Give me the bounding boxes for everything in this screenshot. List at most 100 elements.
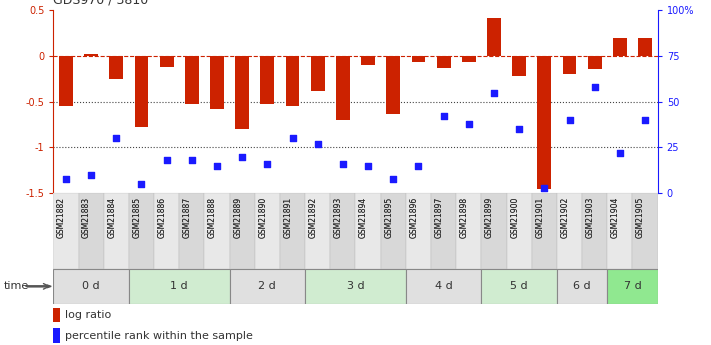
Bar <box>154 193 179 269</box>
Text: GSM21901: GSM21901 <box>535 197 545 238</box>
Point <box>85 172 97 178</box>
Text: GSM21892: GSM21892 <box>309 197 318 238</box>
Point <box>262 161 273 167</box>
Bar <box>336 56 350 120</box>
Bar <box>78 193 104 269</box>
Text: GSM21898: GSM21898 <box>460 197 469 238</box>
Text: GSM21888: GSM21888 <box>208 197 217 238</box>
Point <box>413 163 424 168</box>
Text: GSM21891: GSM21891 <box>284 197 292 238</box>
Point <box>161 158 172 163</box>
Text: GSM21888: GSM21888 <box>208 197 217 238</box>
Bar <box>104 193 129 269</box>
Point <box>488 90 500 95</box>
Bar <box>380 193 406 269</box>
Bar <box>311 56 325 91</box>
Bar <box>53 328 60 343</box>
Bar <box>462 56 476 61</box>
Text: 0 d: 0 d <box>82 282 100 291</box>
Text: GSM21897: GSM21897 <box>434 197 444 238</box>
Text: GSM21898: GSM21898 <box>460 197 469 238</box>
Text: GSM21902: GSM21902 <box>560 197 570 238</box>
Text: GSM21883: GSM21883 <box>82 197 91 238</box>
Bar <box>160 56 173 67</box>
Point <box>337 161 348 167</box>
Bar <box>84 54 98 56</box>
Bar <box>557 193 582 269</box>
Bar <box>607 269 658 304</box>
Text: GSM21899: GSM21899 <box>485 197 494 238</box>
Point <box>136 181 147 187</box>
Bar <box>406 269 481 304</box>
Point <box>438 114 449 119</box>
Point <box>513 126 525 132</box>
Bar <box>506 193 532 269</box>
Point <box>60 176 72 181</box>
Bar <box>588 56 602 69</box>
Text: GSM21900: GSM21900 <box>510 197 519 238</box>
Bar <box>235 56 249 129</box>
Bar <box>109 56 123 79</box>
Text: GSM21882: GSM21882 <box>57 197 66 238</box>
Bar <box>210 56 224 109</box>
Bar <box>286 56 299 106</box>
Text: GSM21893: GSM21893 <box>334 197 343 238</box>
Bar <box>412 56 425 61</box>
Text: GSM21886: GSM21886 <box>158 197 166 238</box>
Text: GSM21893: GSM21893 <box>334 197 343 238</box>
Bar <box>53 269 129 304</box>
Bar <box>331 193 356 269</box>
Text: GSM21884: GSM21884 <box>107 197 117 238</box>
Bar <box>305 193 331 269</box>
Bar <box>280 193 305 269</box>
Bar <box>230 193 255 269</box>
Text: GSM21887: GSM21887 <box>183 197 192 238</box>
Text: GSM21900: GSM21900 <box>510 197 519 238</box>
Bar <box>557 269 607 304</box>
Bar <box>185 56 199 104</box>
Bar <box>59 56 73 106</box>
Text: GSM21887: GSM21887 <box>183 197 192 238</box>
Bar <box>487 18 501 56</box>
Bar <box>431 193 456 269</box>
Text: GSM21904: GSM21904 <box>611 197 620 238</box>
Point <box>387 176 399 181</box>
Text: GSM21883: GSM21883 <box>82 197 91 238</box>
Text: 4 d: 4 d <box>434 282 452 291</box>
Bar <box>538 56 551 189</box>
Point <box>614 150 626 156</box>
Text: 1 d: 1 d <box>171 282 188 291</box>
Point <box>211 163 223 168</box>
Text: GSM21882: GSM21882 <box>57 197 66 238</box>
Bar <box>613 38 627 56</box>
Point <box>287 136 298 141</box>
Text: GSM21884: GSM21884 <box>107 197 117 238</box>
Text: GSM21902: GSM21902 <box>560 197 570 238</box>
Text: GSM21901: GSM21901 <box>535 197 545 238</box>
Text: GSM21903: GSM21903 <box>586 197 594 238</box>
Bar <box>230 269 305 304</box>
Bar <box>205 193 230 269</box>
Bar <box>638 38 652 56</box>
Bar <box>406 193 431 269</box>
Text: GSM21889: GSM21889 <box>233 197 242 238</box>
Bar <box>633 193 658 269</box>
Bar <box>53 193 78 269</box>
Text: GSM21903: GSM21903 <box>586 197 594 238</box>
Text: GSM21892: GSM21892 <box>309 197 318 238</box>
Bar <box>305 269 406 304</box>
Text: GSM21894: GSM21894 <box>359 197 368 238</box>
Point <box>564 117 575 123</box>
Text: 3 d: 3 d <box>347 282 364 291</box>
Text: 5 d: 5 d <box>510 282 528 291</box>
Text: GSM21885: GSM21885 <box>132 197 141 238</box>
Text: GSM21899: GSM21899 <box>485 197 494 238</box>
Point <box>589 85 600 90</box>
Text: GSM21891: GSM21891 <box>284 197 292 238</box>
Text: log ratio: log ratio <box>65 310 112 320</box>
Text: GSM21886: GSM21886 <box>158 197 166 238</box>
Bar <box>386 56 400 114</box>
Text: GSM21890: GSM21890 <box>258 197 267 238</box>
Bar <box>456 193 481 269</box>
Text: GSM21904: GSM21904 <box>611 197 620 238</box>
